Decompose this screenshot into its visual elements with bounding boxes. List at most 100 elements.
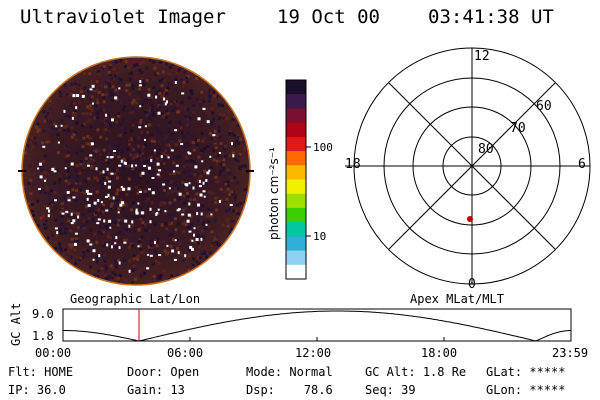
disk-pixel — [140, 123, 143, 127]
disk-pixel — [167, 143, 171, 147]
disk-pixel — [95, 190, 99, 194]
disk-pixel — [104, 128, 108, 131]
disk-bright-pixel — [86, 197, 89, 201]
disk-pixel — [118, 231, 122, 235]
disk-pixel — [204, 227, 208, 231]
disk-pixel — [164, 227, 168, 231]
disk-pixel — [48, 140, 51, 144]
disk-pixel — [145, 78, 149, 82]
disk-pixel — [123, 64, 127, 68]
disk-bright-pixel — [97, 199, 100, 202]
disk-pixel — [121, 167, 125, 170]
disk-pixel — [83, 228, 86, 232]
disk-pixel — [107, 234, 110, 238]
disk-bright-pixel — [154, 241, 156, 245]
disk-pixel — [165, 180, 169, 184]
disk-pixel — [101, 221, 105, 225]
disk-pixel — [154, 260, 158, 264]
disk-pixel — [201, 139, 205, 143]
disk-pixel — [82, 166, 86, 170]
disk-pixel — [139, 215, 143, 218]
disk-pixel — [67, 175, 71, 179]
disk-pixel — [151, 113, 155, 117]
disk-pixel — [168, 120, 172, 124]
disk-pixel — [136, 258, 140, 261]
disk-bright-pixel — [128, 269, 131, 273]
disk-pixel — [130, 145, 134, 149]
disk-pixel — [97, 230, 101, 234]
disk-pixel — [121, 108, 125, 112]
disk-pixel — [52, 166, 56, 170]
disk-pixel — [139, 130, 143, 134]
disk-bright-pixel — [109, 226, 112, 229]
disk-pixel — [217, 129, 221, 133]
disk-pixel — [41, 141, 44, 145]
disk-pixel — [84, 157, 88, 160]
disk-pixel — [163, 187, 167, 191]
disk-pixel — [115, 261, 119, 265]
disk-pixel — [156, 274, 160, 278]
disk-pixel — [101, 240, 105, 244]
disk-bright-pixel — [118, 87, 121, 90]
status-seq: Seq: 39 — [365, 383, 416, 397]
disk-pixel — [106, 276, 110, 280]
disk-pixel — [169, 102, 173, 106]
disk-pixel — [117, 155, 121, 159]
disk-pixel — [69, 92, 73, 96]
disk-bright-pixel — [85, 189, 89, 193]
disk-pixel — [101, 66, 105, 70]
disk-pixel — [115, 276, 119, 280]
disk-pixel — [154, 251, 158, 255]
disk-pixel — [61, 118, 65, 122]
disk-pixel — [163, 137, 167, 141]
disk-bright-pixel — [218, 152, 221, 154]
disk-pixel — [173, 183, 177, 187]
disk-pixel — [178, 139, 182, 143]
disk-pixel — [97, 269, 101, 273]
disk-pixel — [90, 100, 94, 103]
disk-pixel — [112, 168, 116, 172]
disk-pixel — [98, 64, 102, 68]
disk-pixel — [154, 239, 157, 243]
disk-pixel — [140, 64, 144, 68]
disk-pixel — [102, 96, 106, 99]
disk-pixel — [147, 95, 151, 99]
disk-pixel — [183, 183, 187, 187]
disk-pixel — [201, 191, 205, 195]
disk-pixel — [213, 94, 217, 98]
disk-pixel — [205, 242, 209, 246]
disk-bright-pixel — [105, 113, 108, 117]
disk-pixel — [174, 228, 178, 232]
disk-pixel — [135, 185, 138, 189]
status-gc-alt: GC Alt: 1.8 Re — [365, 365, 467, 379]
disk-pixel — [109, 208, 113, 211]
polar-ring-label-70: 70 — [510, 121, 526, 136]
disk-pixel — [37, 128, 41, 132]
disk-pixel — [205, 255, 208, 259]
disk-pixel — [96, 178, 99, 182]
disk-pixel — [242, 141, 246, 145]
disk-pixel — [210, 150, 213, 154]
disk-bright-pixel — [173, 170, 175, 173]
disk-pixel — [86, 135, 90, 139]
disk-pixel — [111, 266, 115, 270]
disk-pixel — [131, 87, 135, 91]
disk-pixel — [87, 89, 91, 93]
disk-pixel — [191, 263, 195, 267]
disk-pixel — [89, 157, 93, 161]
disk-pixel — [46, 172, 49, 176]
disk-bright-pixel — [195, 238, 199, 241]
disk-pixel — [130, 129, 133, 133]
disk-pixel — [193, 186, 197, 190]
disk-pixel — [82, 219, 86, 223]
disk-pixel — [193, 240, 197, 244]
disk-pixel — [221, 223, 225, 227]
status-door: Door: Open — [127, 365, 200, 379]
disk-pixel — [117, 281, 121, 285]
disk-pixel — [219, 187, 223, 191]
timeline-ytick-1-8: 1.8 — [32, 329, 54, 343]
disk-bright-pixel — [131, 220, 134, 224]
disk-pixel — [103, 77, 107, 80]
disk-pixel — [168, 234, 172, 237]
